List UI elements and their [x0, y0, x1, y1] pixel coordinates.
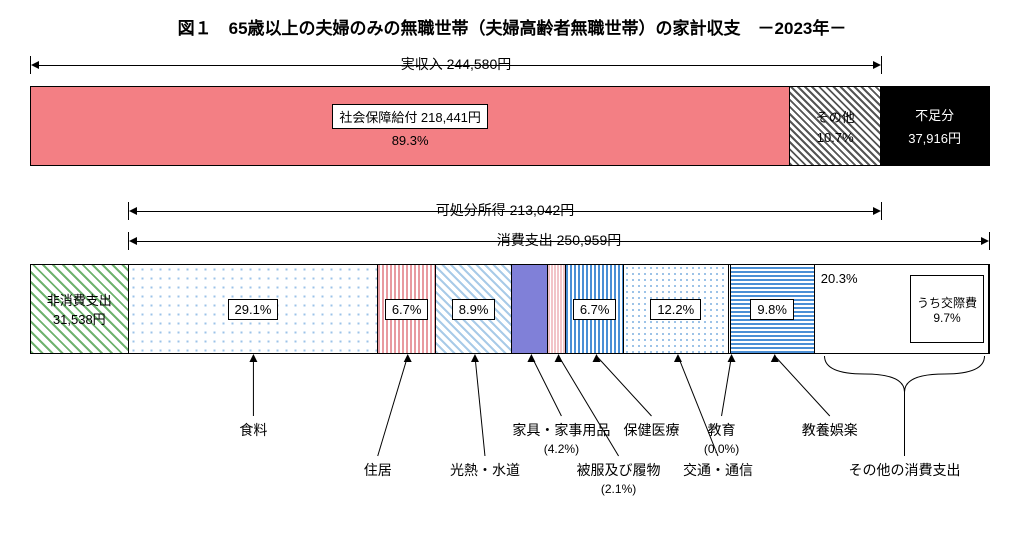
chart-title: 図１ 65歳以上の夫婦のみの無職世帯（夫婦高齢者無職世帯）の家計収支 －2023…: [0, 14, 1024, 39]
callout-housing: 住居: [318, 460, 438, 480]
income-seg-social_security: 社会保障給付 218,441円89.3%: [31, 87, 790, 165]
expense-seg-other_exp: 20.3% うち交際費9.7%: [815, 265, 989, 353]
expense-seg-medical: 6.7%: [566, 265, 624, 353]
income-seg-shortfall: 不足分37,916円: [881, 87, 989, 165]
dimension-line: 可処分所得 213,042円: [128, 202, 882, 220]
expense-bar: 非消費支出31,538円29.1%6.7%8.9%6.7%12.2%9.8%20…: [30, 264, 990, 354]
income-seg-other_income: その他10.7%: [790, 87, 881, 165]
expense-seg-recreation: 9.8%: [731, 265, 815, 353]
callout-food: 食料: [193, 420, 313, 440]
dimension-line: 実収入 244,580円: [30, 56, 882, 74]
callout-recreation: 教養娯楽: [770, 420, 890, 440]
expense-seg-housing: 6.7%: [378, 265, 436, 353]
dimension-label: 消費支出 250,959円: [128, 230, 990, 250]
expense-seg-furniture: [512, 265, 548, 353]
callout-other_exp: その他の消費支出: [845, 460, 965, 480]
expense-seg-transport: 12.2%: [624, 265, 729, 353]
callout-transport: 交通・通信: [658, 460, 778, 480]
expense-seg-non_consumption: 非消費支出31,538円: [31, 265, 129, 353]
income-bar: 社会保障給付 218,441円89.3% その他10.7% 不足分37,916円: [30, 86, 990, 166]
expense-seg-clothing: [548, 265, 566, 353]
dimension-label: 実収入 244,580円: [30, 54, 882, 74]
expense-seg-utilities: 8.9%: [436, 265, 512, 353]
dimension-line: 消費支出 250,959円: [128, 232, 990, 250]
expense-seg-food: 29.1%: [129, 265, 379, 353]
callout-utilities: 光熱・水道: [425, 460, 545, 480]
callout-education: 教育(0.0%): [662, 420, 782, 456]
dimension-label: 可処分所得 213,042円: [128, 200, 882, 220]
